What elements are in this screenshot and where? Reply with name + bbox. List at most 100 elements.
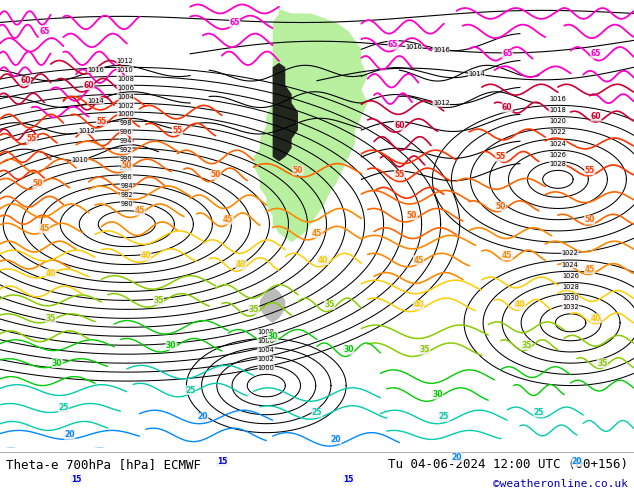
Polygon shape [260, 287, 285, 323]
Text: 1002: 1002 [117, 102, 134, 108]
Text: 15: 15 [217, 457, 227, 466]
Text: 45: 45 [312, 229, 322, 238]
Text: 1016: 1016 [433, 47, 450, 53]
Text: 1026: 1026 [562, 273, 579, 279]
Text: 1016: 1016 [549, 96, 566, 102]
Text: 55: 55 [27, 134, 37, 144]
Text: 25: 25 [58, 403, 68, 413]
Text: 20: 20 [572, 457, 582, 466]
Text: 55: 55 [394, 171, 404, 179]
Text: 1028: 1028 [550, 161, 566, 167]
Text: 25: 25 [534, 408, 544, 417]
Text: 45: 45 [134, 206, 145, 215]
Text: 60: 60 [20, 76, 30, 85]
Text: 1004: 1004 [117, 94, 134, 99]
Text: 55: 55 [172, 125, 183, 135]
Text: 30: 30 [344, 345, 354, 354]
Polygon shape [254, 9, 368, 242]
Text: 1016: 1016 [87, 67, 104, 73]
Text: 45: 45 [585, 265, 595, 273]
Text: ©weatheronline.co.uk: ©weatheronline.co.uk [493, 479, 628, 489]
Text: 1028: 1028 [562, 284, 579, 290]
Text: 1026: 1026 [549, 152, 566, 158]
Text: 25: 25 [312, 408, 322, 417]
Text: 998: 998 [119, 121, 132, 126]
Text: 1008: 1008 [117, 75, 134, 82]
Text: 55: 55 [496, 152, 506, 161]
Polygon shape [273, 63, 298, 161]
Text: 980: 980 [120, 201, 133, 207]
Text: 1008: 1008 [257, 329, 275, 335]
Text: 20: 20 [331, 435, 341, 444]
Text: 1000: 1000 [258, 365, 275, 371]
Text: 35: 35 [153, 296, 164, 305]
Text: 35: 35 [597, 359, 607, 368]
Text: 45: 45 [223, 215, 233, 224]
Text: 1012: 1012 [78, 128, 94, 134]
Text: 990: 990 [120, 156, 133, 162]
Text: 1012: 1012 [117, 58, 133, 64]
Text: 1006: 1006 [117, 85, 134, 91]
Text: 65: 65 [388, 40, 398, 49]
Text: 982: 982 [120, 192, 133, 198]
Text: 35: 35 [325, 300, 335, 309]
Text: Tu 04-06-2024 12:00 UTC (00+156): Tu 04-06-2024 12:00 UTC (00+156) [387, 458, 628, 471]
Text: 65: 65 [502, 49, 512, 58]
Text: 25: 25 [439, 413, 449, 421]
Text: 994: 994 [120, 138, 133, 145]
Text: 60: 60 [394, 121, 404, 130]
Text: 988: 988 [120, 165, 133, 172]
Text: 1014: 1014 [468, 71, 485, 77]
Text: 40: 40 [591, 314, 601, 323]
Text: 1024: 1024 [562, 262, 579, 268]
Text: 35: 35 [420, 345, 430, 354]
Text: 45: 45 [39, 224, 49, 233]
Text: 50: 50 [33, 179, 43, 188]
Text: 25: 25 [185, 386, 195, 394]
Text: 1006: 1006 [257, 338, 275, 344]
Text: 60: 60 [591, 112, 601, 121]
Text: 20: 20 [198, 413, 208, 421]
Text: 50: 50 [293, 166, 303, 175]
Text: 20: 20 [65, 430, 75, 440]
Text: 984: 984 [120, 183, 133, 189]
Text: 1016: 1016 [405, 44, 422, 50]
Text: 30: 30 [52, 359, 62, 368]
Text: 55: 55 [585, 166, 595, 175]
Text: 30: 30 [432, 390, 443, 399]
Text: 45: 45 [413, 256, 424, 265]
Text: 1002: 1002 [257, 356, 275, 362]
Text: 1024: 1024 [549, 141, 566, 147]
Text: 996: 996 [120, 129, 132, 135]
Text: 40: 40 [318, 256, 328, 265]
Text: 20: 20 [451, 453, 462, 462]
Text: 35: 35 [521, 341, 531, 350]
Text: 50: 50 [210, 171, 221, 179]
Text: 45: 45 [502, 251, 512, 260]
Text: 50: 50 [407, 211, 417, 220]
Text: 1020: 1020 [549, 118, 566, 124]
Text: 1022: 1022 [549, 129, 566, 135]
Text: 1012: 1012 [433, 100, 450, 106]
Text: 1010: 1010 [117, 67, 134, 73]
Text: 15: 15 [344, 475, 354, 484]
Text: 40: 40 [413, 300, 424, 309]
Text: 50: 50 [122, 161, 132, 171]
Text: 50: 50 [496, 202, 506, 211]
Text: 1000: 1000 [117, 111, 134, 118]
Text: 50: 50 [585, 215, 595, 224]
Text: 60: 60 [84, 81, 94, 90]
Text: 1032: 1032 [562, 304, 579, 310]
Text: 1010: 1010 [72, 157, 88, 163]
Text: 40: 40 [46, 269, 56, 278]
Text: 15: 15 [71, 475, 81, 484]
Text: 992: 992 [120, 147, 133, 153]
Text: 55: 55 [96, 117, 107, 125]
Text: 1004: 1004 [257, 347, 275, 353]
Text: 40: 40 [515, 300, 525, 309]
Text: 1030: 1030 [562, 295, 579, 301]
Text: 40: 40 [141, 251, 151, 260]
Text: 35: 35 [249, 305, 259, 314]
Text: 65: 65 [39, 27, 49, 36]
Text: 1022: 1022 [562, 250, 578, 256]
